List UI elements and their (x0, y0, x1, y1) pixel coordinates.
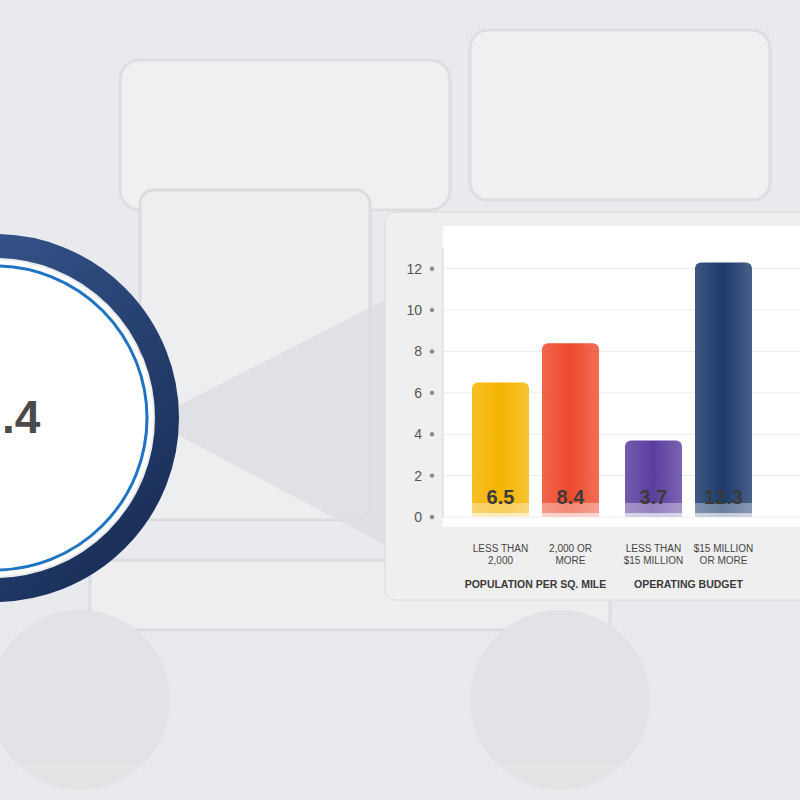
truck-wheel (470, 610, 650, 790)
category-line: LESS THAN (626, 543, 681, 554)
tick-label: 12 (406, 261, 422, 277)
tick-label: 8 (414, 343, 422, 359)
ring (0, 246, 167, 590)
tick-label: 0 (414, 509, 422, 525)
panel (385, 212, 800, 600)
ring-line (0, 266, 147, 570)
group-label: OPERATING BUDGET (634, 578, 743, 590)
highlight-value: .4 (2, 391, 41, 443)
group-label: POPULATION PER SQ. MILE (465, 578, 607, 590)
truck-cab (120, 60, 450, 210)
data-label: 12.3 (704, 486, 743, 508)
category-label: $15 MILLIONOR MORE (694, 543, 753, 566)
tick-label: 10 (406, 302, 422, 318)
canvas: .40246810126.5LESS THAN2,0008.42,000 ORM… (0, 0, 800, 800)
category-line: MORE (556, 555, 586, 566)
bar-ribbon-edge (693, 513, 754, 517)
category-line: 2,000 OR (549, 543, 592, 554)
category-label: LESS THAN2,000 (473, 543, 528, 566)
category-line: 2,000 (488, 555, 513, 566)
data-label: 3.7 (640, 486, 668, 508)
root: .40246810126.5LESS THAN2,0008.42,000 ORM… (0, 0, 800, 800)
tick-label: 2 (414, 468, 422, 484)
bar (472, 383, 529, 518)
truck-cab-2 (470, 30, 770, 200)
bar-ribbon-edge (470, 513, 531, 517)
bars (470, 262, 754, 517)
tick-label: 6 (414, 385, 422, 401)
category-label: 2,000 ORMORE (549, 543, 592, 566)
bar (695, 262, 752, 517)
plot-area (443, 226, 800, 527)
category-line: $15 MILLION (624, 555, 683, 566)
tick-dot (430, 432, 434, 436)
bar-ribbon-edge (540, 513, 601, 517)
tick-label: 4 (414, 426, 422, 442)
bar-ribbon-edge (623, 513, 684, 517)
tick-dot (430, 308, 434, 312)
tick-dot (430, 515, 434, 519)
tick-dot (430, 473, 434, 477)
category-line: LESS THAN (473, 543, 528, 554)
tick-dot (430, 391, 434, 395)
y-axis-line (443, 248, 444, 517)
data-label: 6.5 (487, 486, 515, 508)
labels: 6.5LESS THAN2,0008.42,000 ORMORE3.7LESS … (465, 486, 754, 590)
bar (542, 343, 599, 517)
truck-wheel (0, 610, 170, 790)
tick-dot (430, 349, 434, 353)
data-label: 8.4 (557, 486, 586, 508)
pointer (150, 300, 385, 545)
ring-inner (0, 260, 153, 576)
category-line: $15 MILLION (694, 543, 753, 554)
category-line: OR MORE (700, 555, 748, 566)
tick-dot (430, 266, 434, 270)
category-label: LESS THAN$15 MILLION (624, 543, 683, 566)
